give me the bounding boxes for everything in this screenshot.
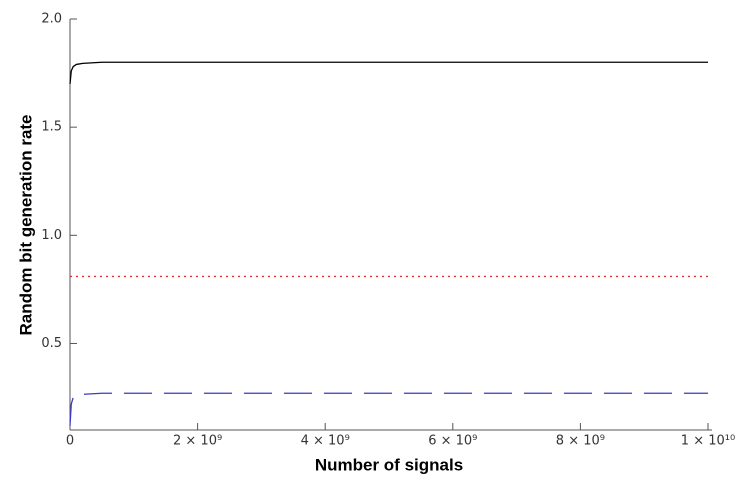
y-tick-label: 0.5 xyxy=(41,336,62,351)
x-tick-label: 0 xyxy=(66,434,74,449)
x-tick-label: 6 × 10⁹ xyxy=(428,434,477,449)
series-line xyxy=(69,61,708,84)
x-tick-label: 2 × 10⁹ xyxy=(173,434,222,449)
series-line xyxy=(69,392,708,426)
y-tick-label: 1.0 xyxy=(41,228,62,243)
x-tick-label: 8 × 10⁹ xyxy=(556,434,605,449)
x-axis-title: Number of signals xyxy=(315,455,463,474)
y-tick-label: 1.5 xyxy=(41,120,62,135)
y-axis-title: Random bit generation rate xyxy=(16,114,35,335)
x-tick-label: 1 × 10¹⁰ xyxy=(681,434,735,449)
x-tick-label: 4 × 10⁹ xyxy=(301,434,350,449)
y-tick-label: 2.0 xyxy=(41,12,62,27)
